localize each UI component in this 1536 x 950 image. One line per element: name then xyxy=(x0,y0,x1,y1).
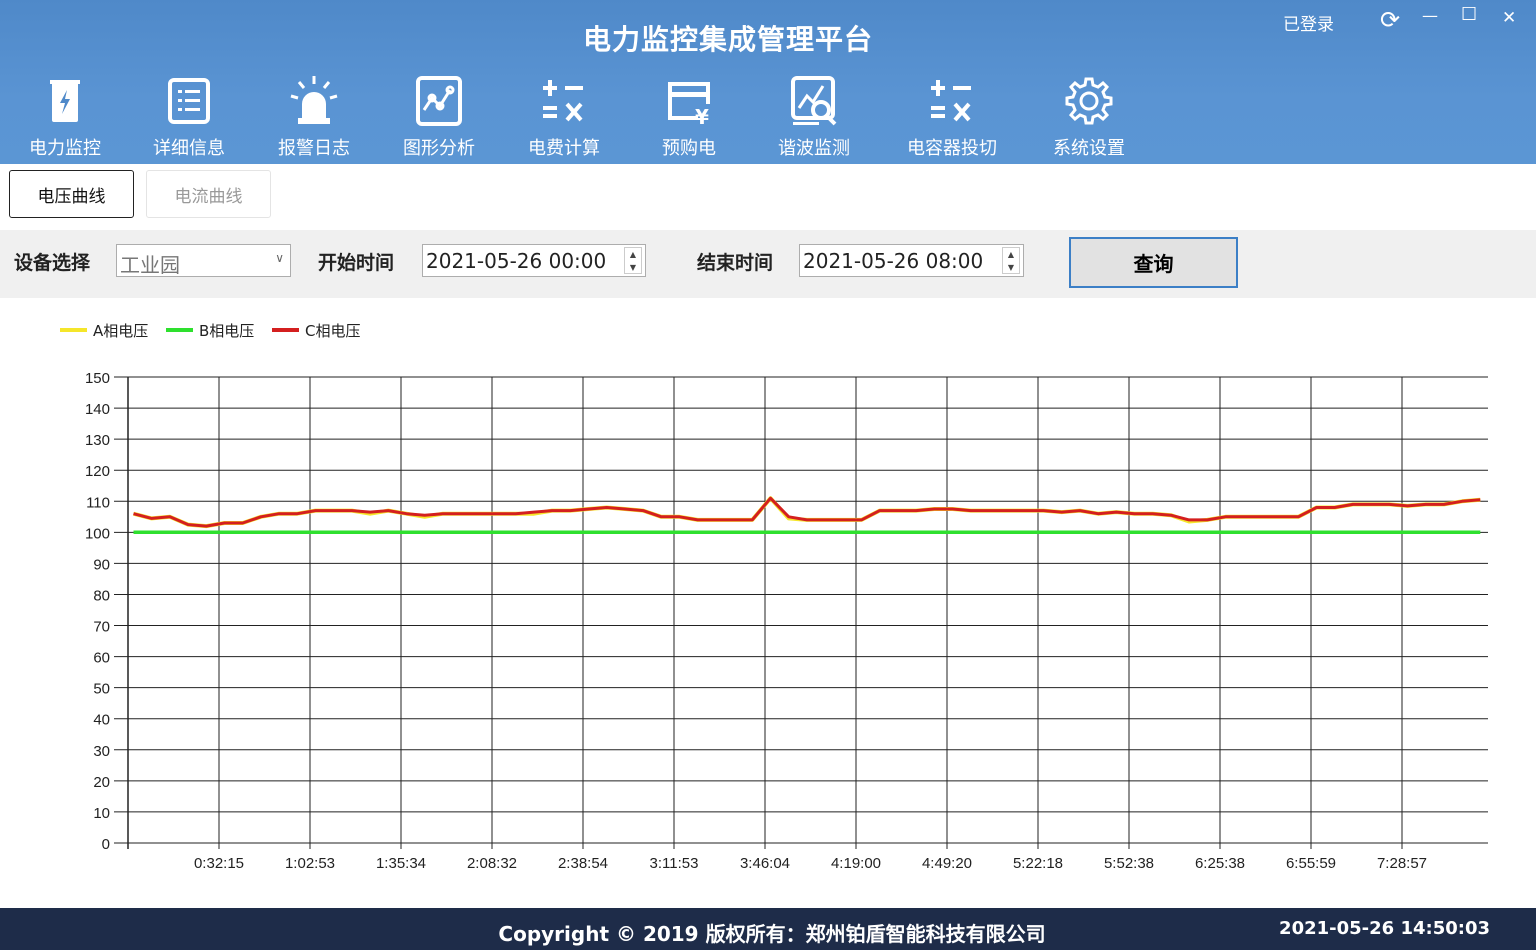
harmonic-search-icon xyxy=(791,76,837,126)
y-tick-label: 130 xyxy=(85,432,110,449)
clock: 2021-05-26 14:50:03 xyxy=(1279,918,1490,939)
x-tick-label: 2:08:32 xyxy=(467,855,517,872)
y-tick-label: 150 xyxy=(85,370,110,387)
series-line-c xyxy=(133,496,1481,528)
y-tick-label: 90 xyxy=(93,556,110,573)
refresh-icon[interactable]: ⟳ xyxy=(1380,6,1401,34)
legend-label-c: C相电压 xyxy=(305,322,360,340)
device-select-value: 工业园 xyxy=(120,253,180,277)
list-icon xyxy=(168,78,210,124)
x-tick-label: 5:22:18 xyxy=(1013,855,1063,872)
chevron-down-icon: ∨ xyxy=(275,251,284,265)
toolbar-item-label: 电力监控 xyxy=(29,138,101,159)
series-line-a xyxy=(132,496,1481,529)
toolbar-item-7[interactable]: 电容器投切 xyxy=(897,74,1007,160)
toolbar-item-1[interactable]: 详细信息 xyxy=(134,74,244,160)
y-tick-label: 10 xyxy=(93,805,110,822)
y-tick-label: 50 xyxy=(93,681,110,698)
start-time-picker[interactable]: 2021-05-26 00:00 ▲ ▼ xyxy=(422,244,646,277)
toolbar-item-label: 图形分析 xyxy=(403,138,475,159)
start-time-label: 开始时间 xyxy=(318,252,395,274)
app-title: 电力监控集成管理平台 xyxy=(582,23,873,56)
y-tick-label: 20 xyxy=(93,774,110,791)
y-tick-label: 30 xyxy=(93,743,110,760)
query-button[interactable]: 查询 xyxy=(1069,237,1238,288)
toolbar-item-6[interactable]: 谐波监测 xyxy=(759,74,869,160)
end-time-picker[interactable]: 2021-05-26 08:00 ▲ ▼ xyxy=(799,244,1024,277)
toolbar-item-4[interactable]: 电费计算 xyxy=(509,74,619,160)
close-button[interactable]: ✕ xyxy=(1502,8,1517,28)
x-tick-label: 1:35:34 xyxy=(376,855,426,872)
copyright-text: Copyright © 2019 版权所有：郑州铂盾智能科技有限公司 xyxy=(498,922,1046,946)
x-tick-label: 4:19:00 xyxy=(831,855,881,872)
y-tick-label: 0 xyxy=(102,836,110,853)
toolbar-item-5[interactable]: ¥ 预购电 xyxy=(634,74,744,160)
start-time-value: 2021-05-26 00:00 xyxy=(426,249,607,273)
x-tick-label: 3:46:04 xyxy=(740,855,790,872)
tab-voltage-curve[interactable]: 电压曲线 xyxy=(9,170,134,218)
toolbar-item-label: 谐波监测 xyxy=(778,138,850,159)
graph-analysis-icon xyxy=(416,76,462,126)
end-time-value: 2021-05-26 08:00 xyxy=(803,249,984,273)
y-tick-label: 110 xyxy=(86,494,110,511)
toolbar-item-label: 报警日志 xyxy=(278,138,350,159)
footer: Copyright © 2019 版权所有：郑州铂盾智能科技有限公司 2021-… xyxy=(0,908,1536,950)
x-tick-label: 6:25:38 xyxy=(1195,855,1245,872)
x-tick-label: 6:55:59 xyxy=(1286,855,1336,872)
tab-current-curve[interactable]: 电流曲线 xyxy=(146,170,271,218)
power-monitor-icon xyxy=(50,80,80,122)
toolbar-item-8[interactable]: 系统设置 xyxy=(1034,74,1144,160)
end-time-label: 结束时间 xyxy=(697,252,774,274)
y-tick-label: 140 xyxy=(85,401,110,418)
x-tick-label: 3:11:53 xyxy=(650,855,699,872)
toolbar-item-2[interactable]: 报警日志 xyxy=(259,74,369,160)
y-tick-label: 100 xyxy=(85,525,110,542)
filter-bar: 设备选择 工业园 ∨ 开始时间 2021-05-26 00:00 ▲ ▼ 结束时间 2… xyxy=(0,230,1536,298)
legend-label-b: B相电压 xyxy=(199,322,254,340)
toolbar-item-3[interactable]: 图形分析 xyxy=(384,74,494,160)
start-time-spinner[interactable]: ▲ ▼ xyxy=(624,247,642,274)
y-tick-label: 70 xyxy=(93,619,110,636)
x-tick-label: 0:32:15 xyxy=(194,855,244,872)
y-tick-label: 40 xyxy=(93,712,110,729)
prepaid-card-icon: ¥ xyxy=(668,82,710,128)
toolbar-item-label: 电费计算 xyxy=(528,138,600,159)
calculator-icon xyxy=(543,80,583,122)
calculator-icon xyxy=(931,80,971,122)
toolbar-item-label: 预购电 xyxy=(662,138,716,159)
x-tick-label: 4:49:20 xyxy=(922,855,972,872)
toolbar-item-label: 电容器投切 xyxy=(907,138,997,159)
alarm-light-icon xyxy=(290,76,338,124)
voltage-chart: 0 10 20 30 40 50 60 70 80 90 100 110 120 130 140 150 0:3… xyxy=(60,322,1488,872)
minimize-button[interactable]: — xyxy=(1422,6,1438,25)
x-tick-label: 5:52:38 xyxy=(1104,855,1154,872)
y-tick-label: 80 xyxy=(93,587,110,604)
y-tick-label: 60 xyxy=(93,650,110,667)
toolbar-item-label: 详细信息 xyxy=(153,138,225,159)
device-label: 设备选择 xyxy=(14,252,91,274)
x-tick-label: 7:28:57 xyxy=(1377,855,1427,872)
login-status: 已登录 xyxy=(1283,15,1334,35)
svg-text:¥: ¥ xyxy=(695,105,709,128)
device-select[interactable]: 工业园 ∨ xyxy=(116,244,291,277)
gear-icon xyxy=(1065,77,1113,125)
x-tick-label: 1:02:53 xyxy=(285,855,335,872)
end-time-spinner[interactable]: ▲ ▼ xyxy=(1002,247,1020,274)
toolbar-item-label: 系统设置 xyxy=(1053,138,1125,159)
x-tick-label: 2:38:54 xyxy=(558,855,608,872)
app-header: 电力监控集成管理平台 已登录 ⟳ — ☐ ✕ 电力监控 详细信息 报警日志 图形分析 电… xyxy=(0,0,1536,164)
y-tick-label: 120 xyxy=(85,463,110,480)
legend-label-a: A相电压 xyxy=(93,322,148,340)
toolbar-item-0[interactable]: 电力监控 xyxy=(10,74,120,160)
maximize-button[interactable]: ☐ xyxy=(1461,4,1478,25)
